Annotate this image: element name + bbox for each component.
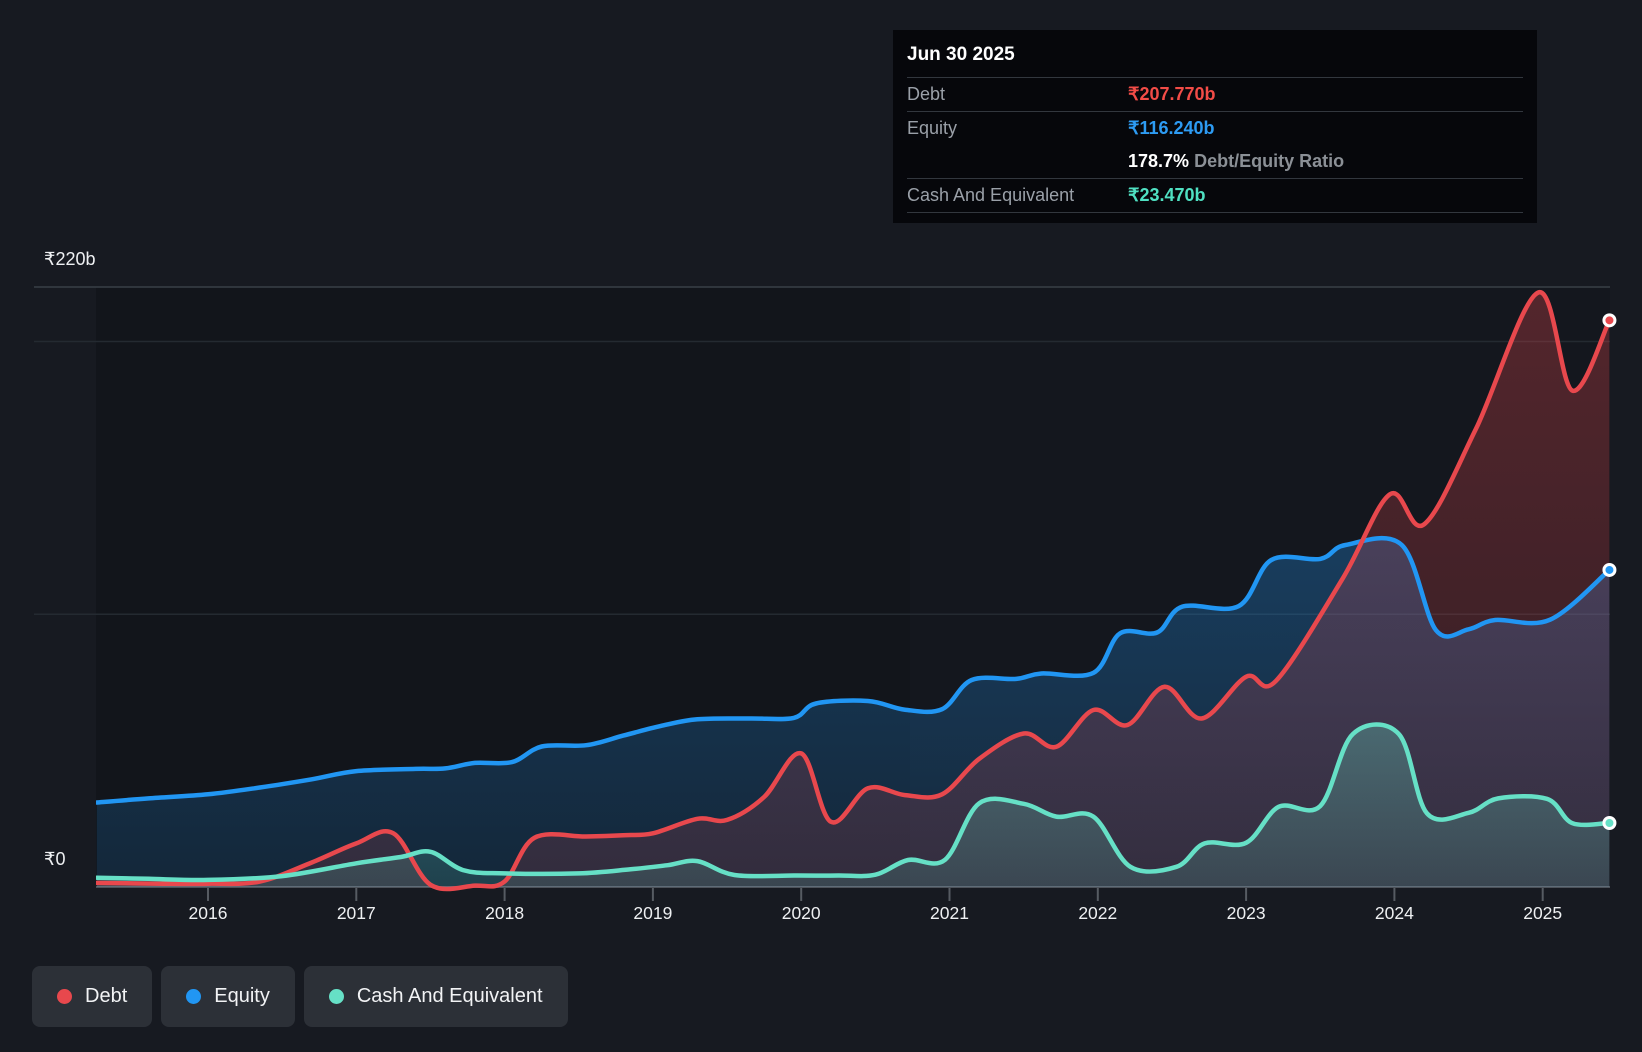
equity-line [96, 535, 1612, 805]
tooltip-ratio-value: 178.7% [1128, 151, 1190, 171]
cash-and-equivalent-endpoint-marker[interactable] [1602, 815, 1617, 830]
x-axis-label-2022: 2022 [1078, 903, 1117, 923]
x-axis-label-2023: 2023 [1227, 903, 1266, 923]
x-axis-label-2020: 2020 [782, 903, 821, 923]
tooltip-ratio-row: 178.7% Debt/Equity Ratio [907, 145, 1523, 179]
y-axis-label-0: ₹0 [44, 849, 65, 869]
series-group [96, 290, 1612, 892]
x-axis: 2016 2017 2018 2019 2020 2021 2022 2023 2024 2025 [189, 888, 1562, 923]
equity-endpoint-marker[interactable] [1602, 562, 1617, 577]
legend-debt-label: Debt [85, 985, 128, 1007]
tooltip-debt-row: Debt ₹207.770b [907, 78, 1523, 112]
legend-cash-label: Cash And Equivalent [356, 985, 543, 1007]
x-axis-label-2016: 2016 [189, 903, 228, 923]
cash-and-equivalent-line [96, 722, 1612, 883]
debt-dot-icon [57, 989, 72, 1004]
legend-item-equity[interactable]: Equity [161, 966, 295, 1027]
cash-dot-icon [328, 989, 344, 1004]
legend-item-cash[interactable]: Cash And Equivalent [303, 966, 568, 1027]
tooltip-date: Jun 30 2025 [907, 30, 1523, 78]
tooltip-ratio-label: Debt/Equity Ratio [1194, 151, 1345, 171]
debt-endpoint-marker[interactable] [1602, 313, 1617, 328]
tooltip-debt-label: Debt [907, 84, 946, 104]
legend-equity-label: Equity [214, 985, 270, 1007]
x-axis-label-2025: 2025 [1523, 903, 1562, 923]
tooltip-equity-value: ₹116.240b [1128, 118, 1215, 138]
tooltip-equity-label: Equity [907, 118, 958, 138]
tooltip-ratio: 178.7% Debt/Equity Ratio [1128, 151, 1523, 172]
x-axis-label-2024: 2024 [1375, 903, 1414, 923]
equity-dot-icon [186, 989, 202, 1004]
tooltip-equity-row: Equity ₹116.240b [907, 112, 1523, 145]
x-axis-label-2021: 2021 [930, 903, 969, 923]
tooltip-cash-row: Cash And Equivalent ₹23.470b [907, 179, 1523, 213]
endpoint-markers [1602, 313, 1617, 830]
tooltip-cash-label: Cash And Equivalent [907, 185, 1075, 205]
y-axis-label-220: ₹220b [44, 249, 96, 269]
x-axis-label-2017: 2017 [337, 903, 376, 923]
x-axis-label-2019: 2019 [633, 903, 672, 923]
chart-legend: Debt Equity Cash And Equivalent [32, 966, 568, 1027]
tooltip-cash-value: ₹23.470b [1128, 185, 1206, 205]
chart-tooltip: Jun 30 2025 Debt ₹207.770b Equity ₹116.2… [893, 30, 1537, 223]
debt-line [96, 290, 1612, 892]
x-axis-label-2018: 2018 [485, 903, 524, 923]
legend-item-debt[interactable]: Debt [32, 966, 153, 1027]
debt-area [96, 292, 1610, 890]
tooltip-debt-value: ₹207.770b [1128, 84, 1216, 104]
